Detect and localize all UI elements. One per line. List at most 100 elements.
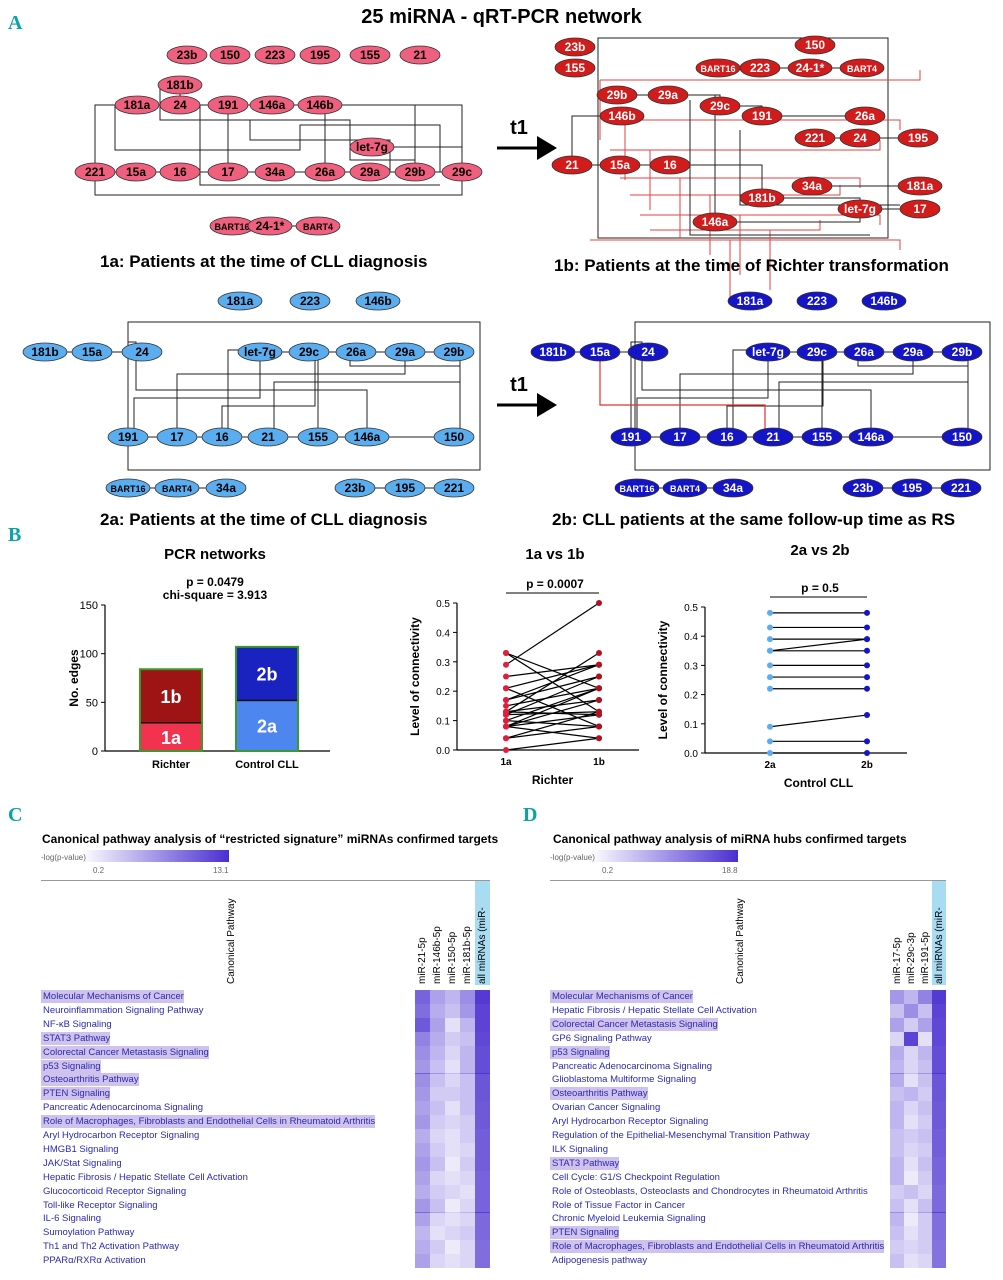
node-label: let-7g xyxy=(752,345,784,359)
heatmap-cell xyxy=(932,1017,946,1032)
node-label: 155 xyxy=(565,61,585,75)
node-label: 26a xyxy=(854,345,874,359)
network-node: 195 xyxy=(384,478,426,498)
heatmap-cell xyxy=(430,1003,445,1018)
node-label: 29a xyxy=(360,165,380,179)
network-node: 181a xyxy=(727,291,773,311)
x-tick-label: 1b xyxy=(593,757,605,768)
node-ellipse xyxy=(794,35,836,55)
network-node: 17 xyxy=(207,162,249,182)
point-a xyxy=(767,609,773,616)
point-b xyxy=(596,708,602,715)
point-b xyxy=(596,649,602,656)
heatmap-cell xyxy=(460,1212,475,1227)
network-node: 16 xyxy=(649,155,691,175)
heatmap-cell xyxy=(890,1045,904,1060)
heatmap-cell xyxy=(415,1184,430,1199)
node-ellipse xyxy=(349,137,395,157)
heatmap-cell xyxy=(932,1087,946,1102)
node-label: 16 xyxy=(720,430,734,444)
heatmap-cell xyxy=(904,1212,918,1227)
paired-chart-2-title: 2a vs 2b xyxy=(790,542,850,559)
header-divider xyxy=(41,880,490,881)
node-ellipse xyxy=(837,199,883,219)
heatmap-cell xyxy=(932,1073,946,1088)
all-mirnas-highlight xyxy=(475,881,490,985)
node-label: 181a xyxy=(907,179,934,193)
node-ellipse xyxy=(433,478,475,498)
node-label: 146b xyxy=(306,98,333,112)
x-axis-label: Richter xyxy=(532,773,574,787)
node-label: 24-1* xyxy=(256,219,285,233)
arrow-label: t1 xyxy=(510,374,528,396)
pathway-row-label: ILK Signaling xyxy=(552,1143,608,1155)
y-tick-label: 0.3 xyxy=(684,661,698,672)
heatmap-cell xyxy=(475,1003,490,1018)
pair-line xyxy=(505,652,600,689)
pathway-row-label: Osteoarthritis Pathway xyxy=(41,1073,139,1087)
network-node: 16 xyxy=(706,427,748,447)
pathway-row-label: Sumoylation Pathway xyxy=(43,1227,135,1239)
heatmap-cell xyxy=(904,1031,918,1046)
heatmap-cell xyxy=(445,1045,460,1060)
node-label: 223 xyxy=(300,294,320,308)
heatmap-cell xyxy=(918,1101,932,1116)
heatmap-cell xyxy=(415,990,430,1004)
network-edges xyxy=(45,351,454,489)
point-a xyxy=(767,685,773,692)
point-a xyxy=(767,738,773,745)
heatmap-cell xyxy=(460,1170,475,1185)
transition-arrow: t1 xyxy=(497,117,557,160)
point-b xyxy=(596,723,602,730)
node-label: 181a xyxy=(737,294,764,308)
node-label: 29a xyxy=(395,345,415,359)
heatmap-cell xyxy=(890,1212,904,1227)
node-label: 146a xyxy=(858,430,885,444)
node-label: 29a xyxy=(903,345,923,359)
node-ellipse xyxy=(861,291,907,311)
heatmap-cell xyxy=(460,1101,475,1116)
caption-2a: 2a: Patients at the time of CLL diagnosi… xyxy=(100,510,428,529)
node-label: 29c xyxy=(710,99,730,113)
heatmap-cell xyxy=(890,1059,904,1074)
network-node: 181b xyxy=(157,75,203,95)
node-ellipse xyxy=(940,478,982,498)
network-node: 146a xyxy=(344,427,390,447)
node-ellipse xyxy=(892,342,934,362)
node-ellipse xyxy=(247,427,289,447)
network-node: 146a xyxy=(692,212,738,232)
pathway-row-label: Pancreatic Adenocarcinoma Signaling xyxy=(552,1060,713,1072)
heatmap-cell xyxy=(445,990,460,1004)
heatmap-cell xyxy=(918,1073,932,1088)
node-ellipse xyxy=(399,45,441,65)
heatmap-cell xyxy=(475,1240,490,1255)
node-ellipse xyxy=(627,342,669,362)
node-ellipse xyxy=(254,45,296,65)
node-label: 24 xyxy=(135,345,149,359)
node-ellipse xyxy=(107,427,149,447)
network-node: 15a xyxy=(599,155,641,175)
heatmap-cell xyxy=(904,1129,918,1143)
node-ellipse xyxy=(384,478,426,498)
heatmap-cell xyxy=(890,1115,904,1130)
x-tick-label: 1a xyxy=(500,757,512,768)
node-label: 24 xyxy=(173,98,187,112)
caption-1a: 1a: Patients at the time of CLL diagnosi… xyxy=(100,252,428,271)
network-node: 34a xyxy=(712,478,754,498)
heatmap-cell xyxy=(445,1198,460,1213)
node-ellipse xyxy=(530,342,576,362)
heatmap-cell xyxy=(460,1184,475,1199)
heatmap-cell xyxy=(460,1059,475,1074)
heatmap-cell xyxy=(415,1254,430,1269)
heatmap-cell xyxy=(460,1087,475,1102)
heatmap-cell xyxy=(890,1101,904,1116)
x-tick-label: Richter xyxy=(152,759,191,771)
heatmap-cell xyxy=(932,1003,946,1018)
network-node: 221 xyxy=(794,128,836,148)
pathway-row-label: JAK/Stat Signaling xyxy=(43,1157,122,1169)
pair-line xyxy=(505,737,600,751)
heatmap-cell xyxy=(460,1226,475,1241)
node-ellipse xyxy=(796,291,838,311)
heatmap-cell xyxy=(932,1115,946,1130)
heatmap-cell xyxy=(890,990,904,1004)
